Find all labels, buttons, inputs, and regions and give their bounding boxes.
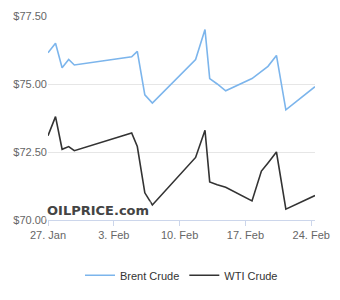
svg-text:$70.00: $70.00 [13,214,47,226]
svg-text:17. Feb: 17. Feb [227,229,264,241]
svg-text:27. Jan: 27. Jan [30,229,66,241]
svg-text:$75.00: $75.00 [13,78,47,90]
svg-text:Brent Crude: Brent Crude [120,270,179,282]
svg-text:10. Feb: 10. Feb [161,229,198,241]
svg-text:24. Feb: 24. Feb [293,229,330,241]
svg-text:$72.50: $72.50 [13,146,47,158]
svg-text:OILPRICE.com: OILPRICE.com [47,203,149,218]
svg-text:3. Feb: 3. Feb [98,229,129,241]
svg-text:WTI Crude: WTI Crude [224,270,277,282]
svg-text:$77.50: $77.50 [13,10,47,22]
